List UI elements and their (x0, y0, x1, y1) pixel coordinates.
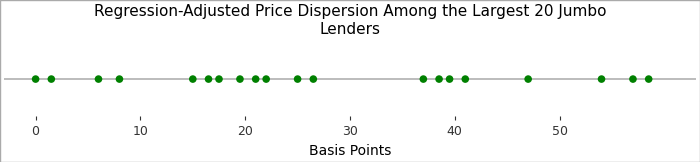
Point (308, 78, 319, 80)
Point (433, 78, 444, 80)
Point (292, 78, 303, 80)
Point (93, 78, 104, 80)
Point (444, 78, 455, 80)
Point (260, 78, 272, 80)
Point (187, 78, 198, 80)
Point (234, 78, 246, 80)
Point (214, 78, 225, 80)
Point (643, 78, 655, 80)
Point (114, 78, 125, 80)
Point (596, 78, 607, 80)
Title: Regression-Adjusted Price Dispersion Among the Largest 20 Jumbo
Lenders: Regression-Adjusted Price Dispersion Amo… (94, 4, 606, 37)
Point (250, 78, 261, 80)
Point (30, 78, 41, 80)
Point (46, 78, 57, 80)
Point (523, 78, 534, 80)
Point (460, 78, 471, 80)
Point (627, 78, 638, 80)
Point (203, 78, 214, 80)
Point (418, 78, 429, 80)
X-axis label: Basis Points: Basis Points (309, 144, 391, 158)
